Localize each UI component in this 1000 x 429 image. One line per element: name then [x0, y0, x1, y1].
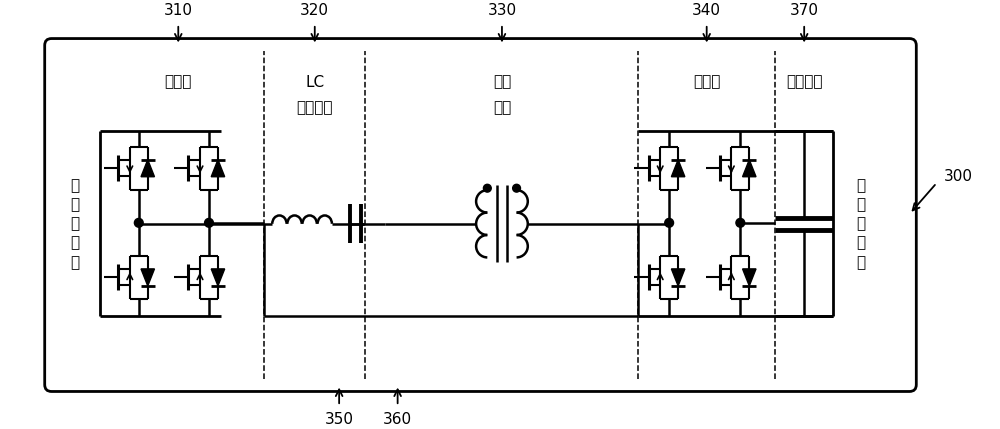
Text: 370: 370 [790, 3, 819, 18]
Text: 整流器: 整流器 [693, 75, 720, 90]
Polygon shape [211, 269, 225, 286]
Text: 直
流
输
入
端: 直 流 输 入 端 [70, 178, 79, 270]
Circle shape [665, 218, 674, 227]
Text: 变器: 变器 [493, 100, 511, 115]
Polygon shape [671, 160, 685, 177]
Polygon shape [743, 160, 756, 177]
Text: 310: 310 [164, 3, 193, 18]
Circle shape [483, 184, 491, 192]
Polygon shape [141, 269, 154, 286]
Text: LC: LC [305, 75, 324, 90]
Circle shape [134, 218, 143, 227]
Text: 谐振环节: 谐振环节 [297, 100, 333, 115]
Text: 350: 350 [325, 412, 354, 427]
Circle shape [513, 184, 520, 192]
Text: 320: 320 [300, 3, 329, 18]
Text: 330: 330 [487, 3, 517, 18]
Polygon shape [211, 160, 225, 177]
Text: 逆变器: 逆变器 [165, 75, 192, 90]
Text: 中频: 中频 [493, 75, 511, 90]
FancyBboxPatch shape [45, 39, 916, 392]
Polygon shape [671, 269, 685, 286]
Text: 300: 300 [944, 169, 973, 184]
Circle shape [736, 218, 745, 227]
Text: 第一电容: 第一电容 [786, 75, 822, 90]
Polygon shape [743, 269, 756, 286]
Text: 360: 360 [383, 412, 412, 427]
Circle shape [205, 218, 213, 227]
Text: 340: 340 [692, 3, 721, 18]
Text: 直
流
输
出
端: 直 流 输 出 端 [856, 178, 865, 270]
Polygon shape [141, 160, 154, 177]
